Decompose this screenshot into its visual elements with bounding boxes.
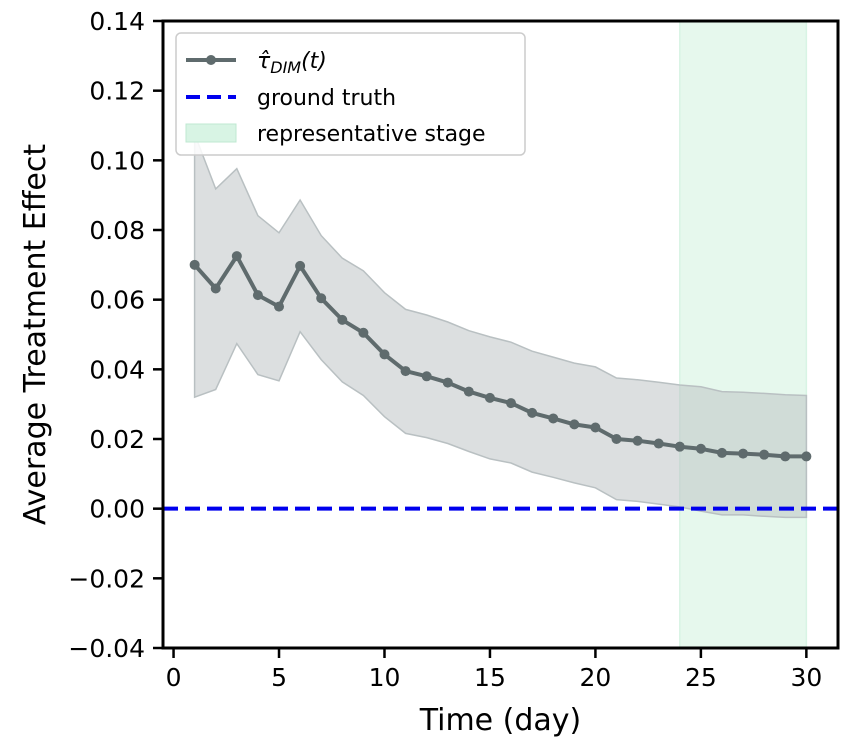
tau-dim-point — [506, 398, 517, 409]
y-tick-label: 0.00 — [89, 495, 145, 524]
tau-dim-point — [274, 301, 285, 312]
legend-ground-truth-label: ground truth — [257, 86, 396, 111]
axes: 0 5 10 15 20 25 30 −0.04 −0.02 0.00 0.02 0.04 0.06 0.… — [68, 7, 840, 692]
legend-box — [175, 32, 526, 156]
tau-dim-point — [527, 407, 538, 418]
legend: τ̂DIM(t) ground truth representative stage — [175, 32, 526, 156]
legend-tau-marker — [206, 55, 216, 65]
legend-tau-label: τ̂DIM(t) — [257, 49, 327, 77]
x-tick-label: 15 — [474, 663, 506, 692]
legend-stage-swatch — [185, 123, 237, 143]
x-axis-label: Time (day) — [419, 703, 582, 738]
tau-dim-point — [442, 377, 453, 388]
plot-area — [163, 21, 838, 648]
tau-dim-point — [548, 413, 559, 424]
tau-dim-point — [780, 451, 791, 462]
confidence-band — [193, 133, 808, 519]
axes-frame — [161, 19, 840, 650]
tau-dim-point — [716, 447, 727, 458]
x-tick-label: 0 — [166, 663, 182, 692]
tau-dim-point — [611, 434, 622, 444]
tau-dim-point — [400, 366, 411, 377]
y-axis-label: Average Treatment Effect — [18, 144, 53, 525]
legend-stage-label: representative stage — [257, 122, 486, 147]
plot-inner — [163, 21, 838, 648]
y-tick-label: 0.04 — [89, 355, 145, 384]
tau-dim-point — [801, 451, 812, 462]
tau-dim-point — [674, 441, 685, 452]
y-tick-label: 0.06 — [89, 286, 145, 315]
x-tick-label: 30 — [790, 663, 822, 692]
tau-dim-point — [231, 251, 242, 262]
tau-dim-point — [316, 293, 327, 304]
y-tick-label: 0.12 — [89, 77, 145, 106]
y-tick-label: 0.10 — [89, 146, 145, 175]
tau-dim-point — [295, 260, 306, 271]
y-tick-label: 0.08 — [89, 216, 145, 245]
x-tick-label: 10 — [369, 663, 401, 692]
tau-dim-point — [738, 448, 749, 459]
tau-dim-point — [569, 419, 580, 430]
tau-dim-point — [695, 443, 706, 454]
x-tick-label: 5 — [271, 663, 287, 692]
tau-dim-point — [421, 371, 432, 382]
tau-dim-point — [632, 435, 643, 446]
tau-dim-point — [210, 283, 221, 294]
x-tick-label: 25 — [685, 663, 717, 692]
y-tick-label: 0.02 — [89, 425, 145, 454]
x-tick-label: 20 — [580, 663, 612, 692]
tau-dim-point — [379, 349, 390, 360]
y-tick-label: 0.14 — [89, 7, 145, 36]
representative-stage-region — [679, 21, 807, 648]
tau-dim-point — [653, 438, 664, 449]
tau-dim-point — [358, 327, 369, 338]
tau-dim-point — [189, 259, 200, 270]
tau-dim-point — [337, 314, 348, 325]
tau-dim-point — [463, 386, 474, 397]
y-tick-label: −0.04 — [68, 634, 145, 663]
tau-dim-point — [759, 449, 770, 460]
tau-dim-point — [484, 392, 495, 403]
tau-dim-point — [590, 422, 601, 433]
y-tick-label: −0.02 — [68, 564, 145, 593]
tau-dim-point — [252, 290, 263, 301]
